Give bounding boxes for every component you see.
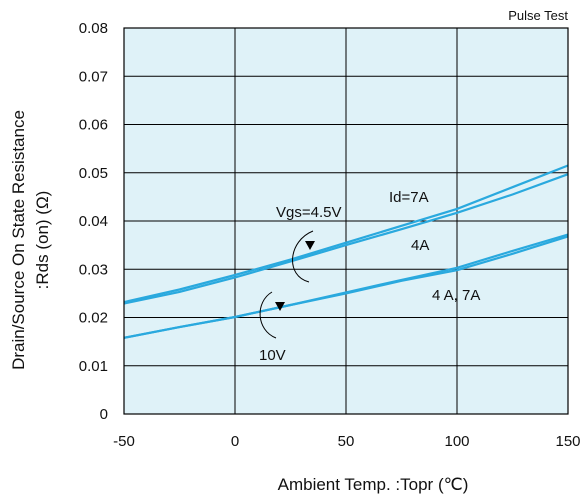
y-tick-label: 0.03: [79, 261, 108, 278]
y-tick-label: 0.04: [79, 213, 108, 230]
series-group: [123, 164, 569, 339]
x-tick-label: 50: [338, 433, 355, 450]
annotation-vgs45: Vgs=4.5V: [276, 204, 341, 221]
tick-labels: -50 0 50 100 150 0 0.01 0.02 0.03 0.04 0.05 0.06 0.0…: [79, 20, 581, 450]
series-line-3: [123, 235, 569, 339]
series-line-0: [123, 164, 569, 304]
vgs-arrow-head-icon: [305, 241, 315, 250]
x-axis-label: Ambient Temp. :Topr (℃): [278, 475, 469, 494]
series-line-1: [123, 173, 569, 305]
annotation-10v: 10V: [259, 347, 286, 364]
note-pulse-test: Pulse Test: [508, 8, 568, 23]
annotation-id7a: Id=7A: [389, 189, 429, 206]
x-tick-label: 100: [444, 433, 469, 450]
10v-arrow-icon: [259, 291, 277, 339]
y-tick-label: 0.07: [79, 68, 108, 85]
plot-frame: [123, 27, 569, 415]
y-tick-label: 0.02: [79, 310, 108, 327]
vgs-arrow-icon: [292, 230, 314, 283]
x-tick-label: 0: [231, 433, 239, 450]
10v-arrow-head-icon: [275, 302, 285, 311]
annotation-4a-7a: 4 A, 7A: [432, 287, 480, 304]
x-tick-label: 150: [555, 433, 580, 450]
y-axis-label-line1: Drain/Source On State Resistance: [9, 110, 28, 370]
y-tick-label: 0.08: [79, 20, 108, 37]
annotation-4a: 4A: [411, 237, 429, 254]
y-tick-label: 0.01: [79, 358, 108, 375]
x-tick-label: -50: [113, 433, 135, 450]
y-axis-label-line2: :Rds (on) (Ω): [33, 191, 52, 290]
y-tick-label: 0.05: [79, 165, 108, 182]
y-tick-label: 0.06: [79, 117, 108, 134]
y-tick-label: 0: [100, 406, 108, 423]
